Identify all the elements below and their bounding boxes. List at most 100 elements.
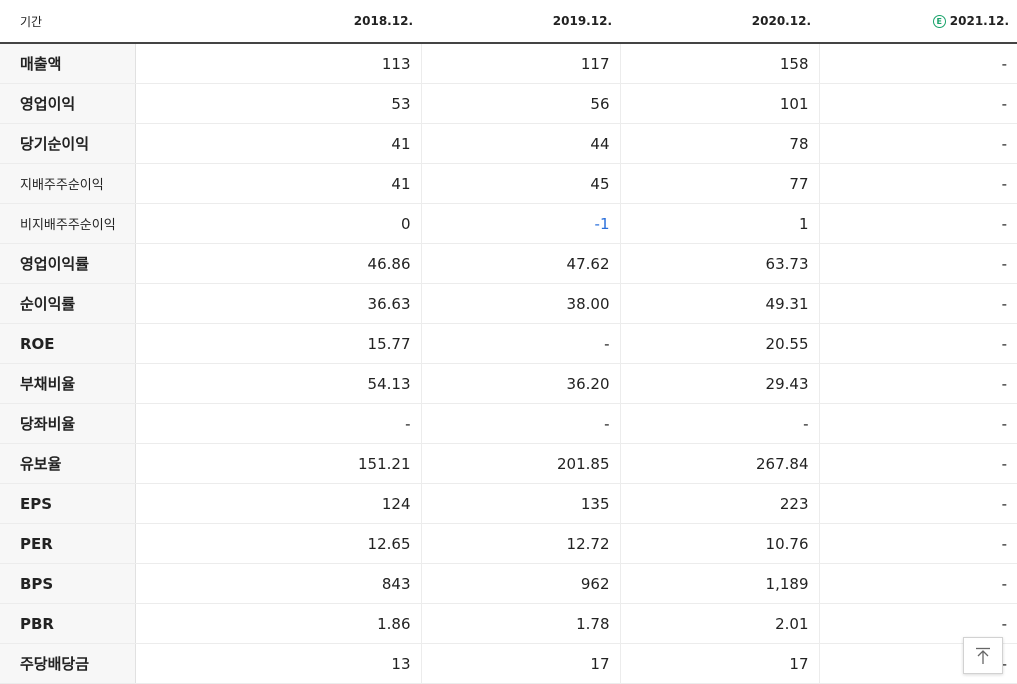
cell-value: 113 [135,43,422,84]
arrow-up-to-top-icon [976,647,990,664]
row-label: EPS [0,483,136,524]
cell-value: 267.84 [620,443,820,484]
row-label: 당좌비율 [0,403,136,444]
cell-value: - [620,403,820,444]
row-label: 유보율 [0,443,136,484]
cell-value: 38.00 [421,283,621,324]
table-row: 매출액 113 117 158- [0,43,1017,84]
cell-value: - [819,163,1017,204]
table-row: 주당배당금 13 17 17- [0,643,1017,684]
row-label: 부채비율 [0,363,136,404]
cell-value: 1.78 [421,603,621,644]
cell-value: 1,189 [620,563,820,604]
cell-value: 53 [135,83,422,124]
cell-value: 151.21 [135,443,422,484]
cell-value: 63.73 [620,243,820,284]
cell-value: 843 [135,563,422,604]
cell-value: 41 [135,163,422,204]
cell-value: 12.65 [135,523,422,564]
cell-value: 15.77 [135,323,422,364]
cell-value: - [819,283,1017,324]
cell-value: - [819,123,1017,164]
table-row: 영업이익률 46.86 47.62 63.73- [0,243,1017,284]
cell-value: 117 [421,43,621,84]
period-2019: 2019.12. [421,0,620,44]
cell-value: 124 [135,483,422,524]
cell-value: 17 [421,643,621,684]
scroll-to-top-button[interactable] [963,637,1003,674]
cell-value: - [819,203,1017,244]
table-row: BPS 843 962 1,189- [0,563,1017,604]
table-row: 유보율 151.21 201.85 267.84- [0,443,1017,484]
cell-value: 78 [620,123,820,164]
row-label: 순이익률 [0,283,136,324]
row-label: 주당배당금 [0,643,136,684]
cell-value: 201.85 [421,443,621,484]
cell-value: 135 [421,483,621,524]
cell-value: 223 [620,483,820,524]
cell-value: 17 [620,643,820,684]
period-2018: 2018.12. [135,0,421,44]
row-label: 영업이익 [0,83,136,124]
row-label: ROE [0,323,136,364]
table-row: 지배주주순이익 41 45 77- [0,163,1017,204]
cell-value: 77 [620,163,820,204]
cell-value: 29.43 [620,363,820,404]
cell-value: - [819,43,1017,84]
table-row: EPS 124 135 223- [0,483,1017,524]
period-2021-label: 2021.12. [949,14,1009,28]
row-label: 당기순이익 [0,123,136,164]
row-label: PER [0,523,136,564]
period-header: 기간 [0,0,135,44]
period-2021-estimate: E 2021.12. [819,0,1017,44]
cell-value: 20.55 [620,323,820,364]
table-row: 당좌비율 - - - - [0,403,1017,444]
estimate-badge-icon: E [932,15,946,28]
cell-value: 10.76 [620,523,820,564]
row-label: 매출액 [0,43,136,84]
row-label: 비지배주주순이익 [0,203,136,244]
cell-value: 12.72 [421,523,621,564]
cell-value: - [819,563,1017,604]
row-label: 지배주주순이익 [0,163,136,204]
table-row: PBR 1.86 1.78 2.01- [0,603,1017,644]
cell-value: 962 [421,563,621,604]
cell-value: - [819,403,1017,444]
cell-value: 1 [620,203,820,244]
cell-value: - [819,323,1017,364]
table-row: PER 12.65 12.72 10.76- [0,523,1017,564]
cell-value: 44 [421,123,621,164]
cell-value: 56 [421,83,621,124]
cell-value: - [819,363,1017,404]
cell-value: 0 [135,203,422,244]
table-row: ROE 15.77-20.55- [0,323,1017,364]
cell-value: - [421,323,621,364]
table-row: 비지배주주순이익 0 -1 1- [0,203,1017,244]
cell-value: - [135,403,422,444]
cell-value: 54.13 [135,363,422,404]
table-row: 순이익률 36.63 38.00 49.31- [0,283,1017,324]
cell-value: 2.01 [620,603,820,644]
cell-value: 36.63 [135,283,422,324]
table-row: 부채비율 54.13 36.20 29.43- [0,363,1017,404]
cell-value: -1 [421,203,621,244]
row-label: BPS [0,563,136,604]
period-2020: 2020.12. [620,0,819,44]
cell-value: 41 [135,123,422,164]
cell-value: 13 [135,643,422,684]
cell-value: 158 [620,43,820,84]
cell-value: - [819,443,1017,484]
cell-value: 101 [620,83,820,124]
table-row: 영업이익 53 56 101- [0,83,1017,124]
row-label: PBR [0,603,136,644]
row-label: 영업이익률 [0,243,136,284]
cell-value: - [819,83,1017,124]
table-row: 당기순이익 41 44 78- [0,123,1017,164]
header-row: 기간 2018.12. 2019.12. 2020.12. E 2021.12. [0,0,1017,44]
cell-value: - [819,523,1017,564]
cell-value: 46.86 [135,243,422,284]
cell-value: 47.62 [421,243,621,284]
cell-value: 36.20 [421,363,621,404]
cell-value: - [819,483,1017,524]
